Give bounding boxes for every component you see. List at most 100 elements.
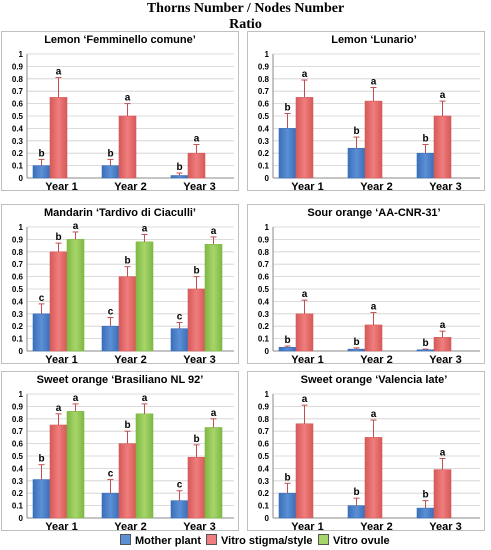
significance-letter: b [193,266,199,277]
bar [101,165,120,179]
legend-label: Mother plant [135,535,201,547]
significance-letter: b [55,232,61,243]
significance-letter: b [353,337,359,348]
bar [49,424,68,519]
significance-letter: a [56,67,62,78]
y-tick-label: 0.6 [258,273,270,282]
significance-letter: a [211,408,217,419]
chart-panel: Mandarin ‘Tardivo di Ciaculli’ 0 0.1 0.2 0.3… [1,204,239,366]
legend-item-mother-plant: Mother plant [120,534,201,547]
bar [135,241,154,352]
bar [295,423,314,519]
y-tick-label: 0.2 [12,149,24,158]
y-tick-label: 0.7 [12,427,24,436]
y-tick-label: 0 [19,514,24,523]
y-tick-label: 1 [19,223,24,232]
legend-swatch-vitro-ovule [318,534,329,545]
legend-item-vitro-stigma-style: Vitro stigma/style [206,534,313,547]
panel-border [247,31,485,191]
significance-letter: b [422,338,428,349]
x-tick-label: Year 3 [429,354,461,366]
significance-letter: b [422,134,428,145]
y-tick-label: 0.5 [12,112,24,121]
x-tick-label: Year 1 [291,181,323,193]
significance-letter: b [353,487,359,498]
y-tick-label: 0.8 [258,415,270,424]
y-tick-label: 0.9 [258,235,270,244]
significance-letter: b [193,434,199,445]
y-tick-label: 0.3 [12,137,24,146]
y-tick-label: 0.3 [12,477,24,486]
y-tick-label: 0.9 [12,235,24,244]
y-tick-label: 0.2 [258,322,270,331]
significance-letter: b [284,103,290,114]
y-tick-label: 0 [265,174,270,183]
y-tick-label: 1 [265,390,270,399]
significance-letter: b [284,472,290,483]
y-tick-label: 0.4 [12,297,24,306]
significance-letter: b [422,490,428,501]
bar [118,276,137,352]
y-tick-label: 0.6 [12,100,24,109]
y-tick-label: 0.2 [12,489,24,498]
chart-panel: Lemon ‘Femminello comune’ 0 0.1 0.2 0.3 0.4 0.… [1,31,239,193]
significance-letter: a [302,394,308,405]
y-tick-label: 0.6 [258,100,270,109]
significance-letter: a [56,403,62,414]
y-tick-label: 0.5 [258,452,270,461]
bar [278,128,297,179]
y-tick-label: 0.1 [258,335,270,344]
significance-letter: c [177,480,183,491]
bar [32,479,51,519]
x-tick-label: Year 3 [429,181,461,193]
significance-letter: a [371,409,377,420]
y-tick-label: 0.5 [258,112,270,121]
bar [32,313,51,352]
y-tick-label: 1 [265,223,270,232]
y-tick-label: 0.3 [258,310,270,319]
x-tick-label: Year 2 [114,354,146,366]
chart-panel: Sweet orange ‘Valencia late’ 0 0.1 0.2 0.3 0.… [247,371,485,532]
panel-border [247,204,485,364]
significance-letter: a [302,69,308,80]
y-tick-label: 0.3 [258,137,270,146]
y-tick-label: 0 [19,347,24,356]
bar [170,328,189,352]
significance-letter: c [108,469,114,480]
y-tick-label: 0.9 [12,402,24,411]
y-tick-label: 0.4 [258,297,270,306]
y-tick-label: 0.2 [258,489,270,498]
significance-letter: a [194,134,200,145]
bar [416,349,435,352]
y-tick-label: 0.7 [258,427,270,436]
bar [204,427,223,519]
significance-letter: b [124,256,130,267]
significance-letter: c [39,293,45,304]
x-tick-label: Year 2 [360,521,392,532]
y-tick-label: 0.9 [258,62,270,71]
bar [278,346,297,352]
legend-swatch-mother-plant [120,534,131,545]
significance-letter: a [440,447,446,458]
bar [187,288,206,352]
significance-letter: b [38,454,44,465]
bar [49,251,68,352]
chart-panel: Sour orange ‘AA-CNR-31’ 0 0.1 0.2 0.3 0.4 0.5 0… [247,204,485,366]
significance-letter: a [371,76,377,87]
bar [295,313,314,352]
significance-letter: a [125,93,131,104]
y-tick-label: 0.6 [12,440,24,449]
bar [433,115,452,179]
significance-letter: a [440,90,446,101]
y-tick-label: 0.5 [258,285,270,294]
y-tick-label: 0.4 [12,464,24,473]
significance-letter: b [284,335,290,346]
y-tick-label: 0.6 [258,440,270,449]
y-tick-label: 0.4 [258,124,270,133]
significance-letter: a [142,393,148,404]
y-tick-label: 0.3 [12,310,24,319]
bar [278,492,297,519]
chart-title: Sweet orange ‘Brasiliano NL 92’ [37,374,204,386]
significance-letter: a [440,320,446,331]
x-tick-label: Year 1 [291,521,323,532]
